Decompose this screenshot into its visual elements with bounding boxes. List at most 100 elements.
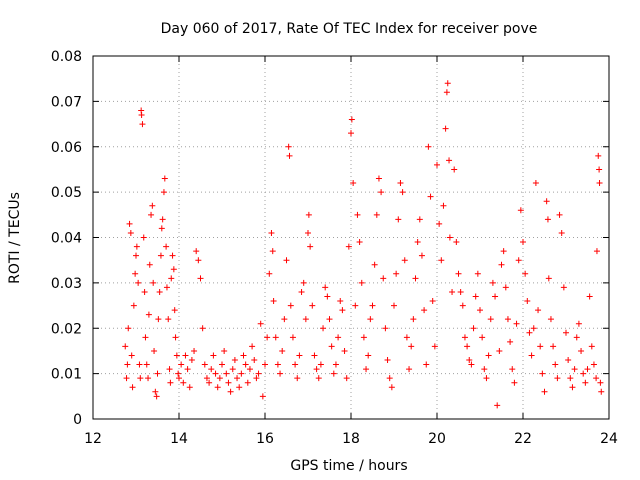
data-point — [580, 370, 587, 377]
y-tick-label: 0.01 — [51, 367, 82, 383]
x-tick-label: 14 — [170, 431, 188, 447]
data-point — [168, 275, 175, 282]
data-point — [326, 316, 333, 323]
data-point — [296, 352, 303, 359]
data-point — [560, 284, 567, 291]
data-point — [502, 284, 509, 291]
data-point — [160, 189, 167, 196]
data-point — [269, 248, 276, 255]
data-point — [401, 257, 408, 264]
data-point — [539, 370, 546, 377]
data-point — [552, 361, 559, 368]
x-tick-label: 20 — [428, 431, 446, 447]
x-tick-label: 18 — [342, 431, 360, 447]
y-tick-label: 0.03 — [51, 276, 82, 292]
data-point — [547, 316, 554, 323]
data-point — [199, 325, 206, 332]
data-point — [410, 316, 417, 323]
data-point — [274, 361, 281, 368]
data-point — [283, 257, 290, 264]
y-axis: 0 0.01 0.02 0.03 0.04 0.05 0.06 0.07 0.08 — [51, 49, 609, 428]
data-point — [595, 152, 602, 159]
data-point — [399, 189, 406, 196]
data-point — [216, 375, 223, 382]
data-point — [455, 270, 462, 277]
data-point — [145, 311, 152, 318]
data-point — [253, 375, 260, 382]
data-point — [330, 370, 337, 377]
data-point — [152, 388, 159, 395]
data-point — [575, 320, 582, 327]
data-point — [184, 366, 191, 373]
data-point — [408, 343, 415, 350]
x-tick-label: 24 — [600, 431, 618, 447]
data-point — [201, 361, 208, 368]
data-points — [122, 80, 605, 409]
data-point — [322, 284, 329, 291]
data-point — [285, 143, 292, 150]
data-point — [249, 343, 256, 350]
data-point — [494, 402, 501, 409]
data-point — [427, 193, 434, 200]
data-point — [446, 234, 453, 241]
data-point — [356, 239, 363, 246]
y-tick-label: 0.04 — [51, 231, 82, 247]
data-point — [442, 125, 449, 132]
data-point — [251, 357, 258, 364]
data-point — [264, 334, 271, 341]
data-point — [176, 375, 182, 382]
data-point — [307, 243, 314, 250]
data-point — [130, 302, 137, 309]
grid-lines — [93, 56, 609, 419]
data-point — [132, 270, 139, 277]
data-point — [406, 366, 413, 373]
data-point — [397, 180, 404, 187]
data-point — [423, 361, 430, 368]
data-point — [550, 343, 557, 350]
data-point — [528, 352, 535, 359]
data-point — [206, 379, 213, 386]
data-point — [163, 284, 170, 291]
data-point — [418, 252, 425, 259]
data-point — [126, 220, 133, 227]
x-axis: 12 14 16 18 20 22 24 — [84, 56, 618, 447]
data-point — [171, 307, 178, 314]
data-point — [593, 375, 600, 382]
data-point — [268, 229, 275, 236]
data-point — [582, 379, 589, 386]
data-point — [483, 375, 490, 382]
data-point — [129, 384, 136, 391]
data-point — [443, 89, 450, 96]
data-point — [504, 316, 511, 323]
data-point — [172, 334, 179, 341]
data-point — [146, 261, 153, 268]
data-point — [156, 288, 163, 295]
data-point — [219, 361, 225, 368]
data-point — [143, 361, 150, 368]
data-point — [317, 361, 324, 368]
data-point — [320, 325, 327, 332]
data-point — [350, 180, 357, 187]
data-point — [337, 298, 344, 305]
data-point — [229, 366, 236, 373]
data-point — [479, 334, 486, 341]
data-point — [597, 379, 604, 386]
data-point — [554, 375, 561, 382]
data-point — [457, 288, 464, 295]
data-point — [298, 288, 305, 295]
data-point — [544, 216, 551, 223]
data-point — [165, 316, 172, 323]
data-point — [203, 375, 210, 382]
data-point — [335, 334, 342, 341]
data-point — [414, 239, 421, 246]
data-point — [421, 307, 428, 314]
data-point — [464, 343, 471, 350]
data-point — [294, 375, 301, 382]
data-point — [474, 270, 481, 277]
data-point — [573, 334, 580, 341]
data-point — [380, 275, 387, 282]
data-point — [208, 366, 215, 373]
data-point — [300, 279, 307, 286]
